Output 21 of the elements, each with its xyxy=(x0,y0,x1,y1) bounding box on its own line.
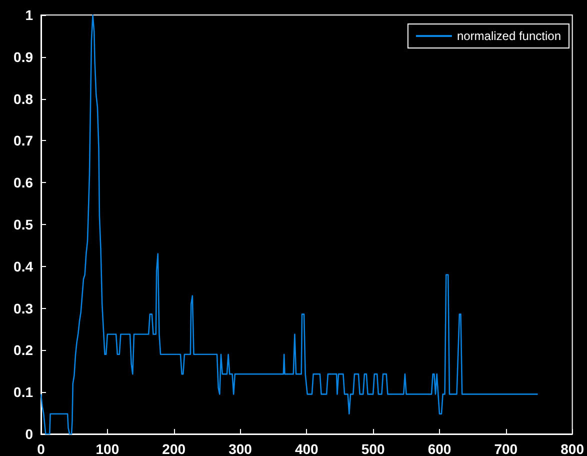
x-tick-label: 0 xyxy=(37,441,46,456)
y-tick-label: 0.6 xyxy=(14,174,34,191)
y-tick-label: 0.9 xyxy=(14,48,34,65)
x-tick-label: 600 xyxy=(428,441,452,456)
x-tick-label: 100 xyxy=(96,441,120,456)
y-tick-label: 0.7 xyxy=(14,132,34,149)
y-tick-label: 0.8 xyxy=(14,90,34,107)
y-tick-label: 0.4 xyxy=(14,258,34,274)
x-tick-label: 300 xyxy=(228,441,252,456)
x-tick-label: 800 xyxy=(560,441,584,456)
y-tick-label: 0.3 xyxy=(14,300,34,316)
y-tick-label: 0.5 xyxy=(14,216,34,232)
y-tick-label: 0.2 xyxy=(14,342,34,358)
y-tick-label: 0 xyxy=(25,426,34,442)
x-tick-label: 200 xyxy=(162,441,186,456)
x-tick-label: 700 xyxy=(494,441,518,456)
x-tick-label: 400 xyxy=(294,441,319,456)
legend-label: normalized function xyxy=(456,29,562,43)
y-tick-label: 0.1 xyxy=(14,384,34,400)
y-tick-label: 1 xyxy=(25,7,34,23)
x-tick-label: 500 xyxy=(361,441,385,456)
